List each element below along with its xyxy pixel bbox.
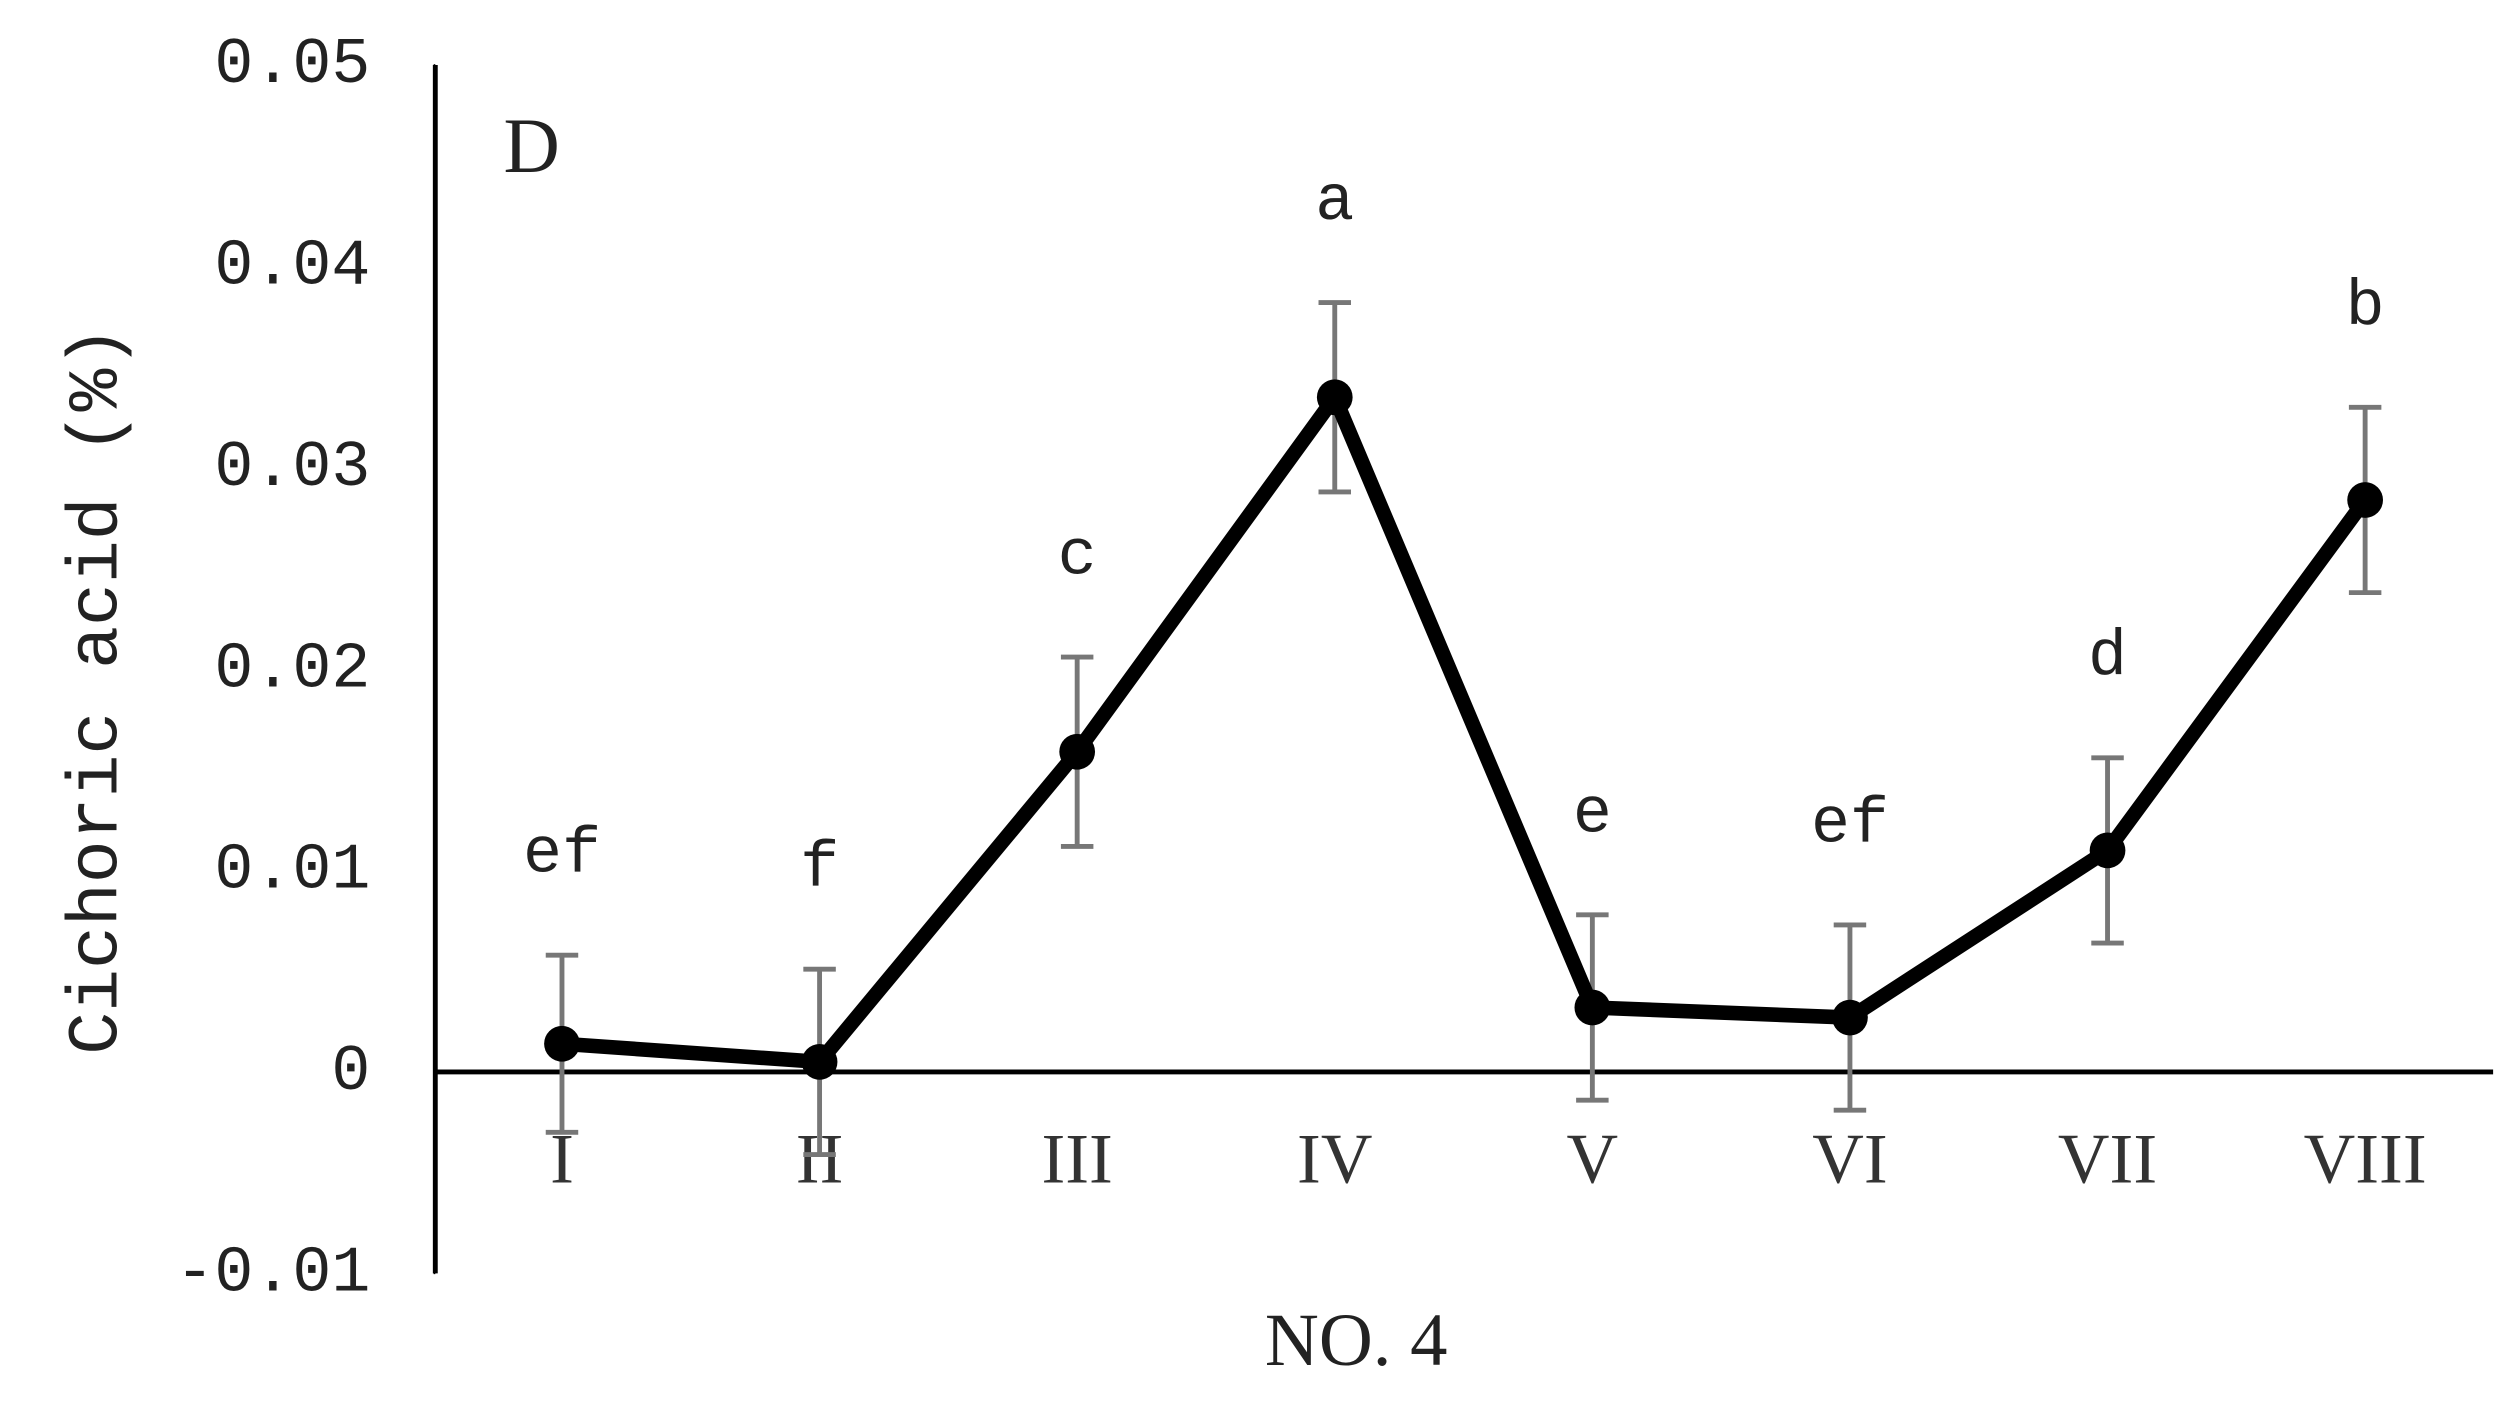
data-point [1059,733,1096,770]
x-tick-label: I [550,1120,574,1199]
data-point [1832,999,1868,1036]
y-tick-label: 0.04 [214,230,370,304]
data-point [1574,989,1611,1026]
significance-label: ef [1811,787,1889,861]
x-tick-label: III [1041,1120,1112,1199]
x-tick-label: VII [2058,1120,2157,1199]
significance-label: d [2088,620,2127,694]
y-tick-label: -0.01 [175,1237,370,1311]
x-axis-title: NO. 4 [1265,1299,1448,1382]
y-tick-label: 0.02 [214,632,370,706]
data-point [1316,379,1353,416]
x-tick-label: IV [1297,1120,1372,1199]
data-point [2089,832,2126,869]
data-point [2347,482,2383,518]
x-tick-label: VIII [2304,1120,2427,1199]
significance-label: ef [523,818,601,892]
y-tick-label: 0.01 [214,834,370,908]
significance-label: b [2346,270,2385,344]
y-axis-title: Cichoric acid (%) [58,326,138,1055]
x-tick-label: V [1567,1120,1619,1199]
data-point [544,1025,580,1062]
significance-label: c [1058,520,1097,594]
significance-label: f [800,832,839,906]
data-line [561,389,2372,1070]
y-tick-label: 0.05 [214,28,370,102]
x-tick-label: VI [1812,1120,1887,1199]
panel-label: D [504,103,560,189]
y-tick-label: 0.03 [214,431,370,505]
significance-label: a [1315,165,1354,239]
significance-label: e [1573,777,1612,851]
data-point [801,1044,838,1080]
y-tick-label: 0 [331,1035,370,1109]
